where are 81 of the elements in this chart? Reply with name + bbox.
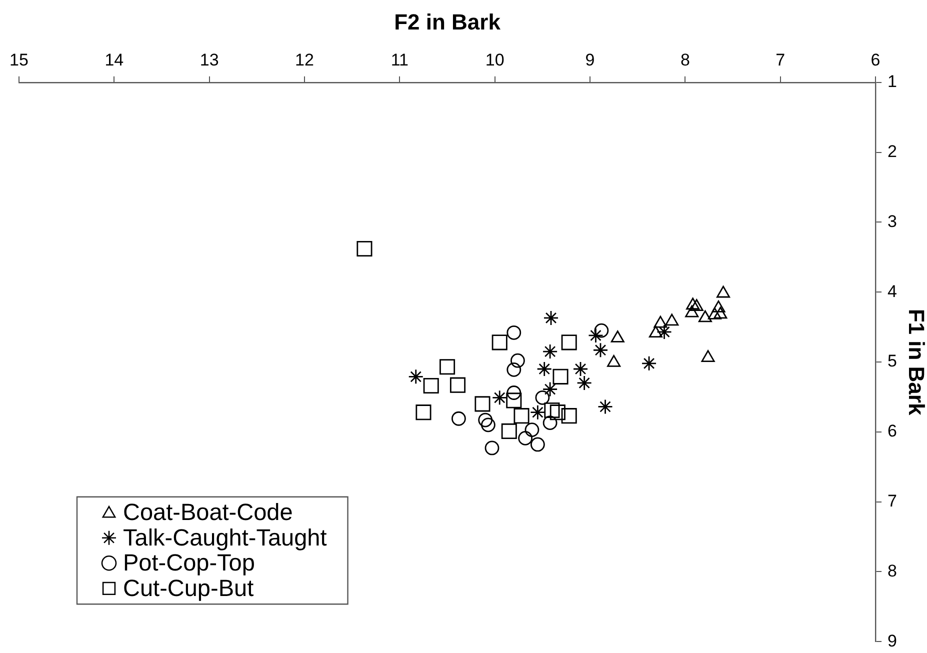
- point: [501, 423, 517, 439]
- point: [535, 390, 550, 405]
- point: [518, 430, 533, 446]
- point: [576, 375, 592, 391]
- point: [685, 305, 699, 318]
- point: [524, 422, 540, 438]
- y-tick-label: 3: [888, 212, 898, 231]
- point: [588, 328, 604, 344]
- point: [506, 392, 522, 408]
- point: [592, 342, 608, 358]
- point: [701, 350, 715, 362]
- point: [510, 353, 525, 368]
- point: [506, 362, 522, 377]
- point: [542, 382, 558, 397]
- point: [598, 399, 613, 414]
- legend-label: Coat-Boat-Code: [123, 499, 293, 526]
- point: [543, 310, 559, 326]
- x-tick-label: 14: [104, 50, 124, 70]
- x-tick-label: 7: [776, 50, 786, 70]
- point: [656, 324, 672, 340]
- y-tick-label: 8: [888, 561, 898, 580]
- x-tick-label: 11: [390, 50, 409, 70]
- point: [641, 356, 657, 372]
- x-tick-label: 9: [585, 50, 595, 70]
- point: [416, 404, 432, 420]
- x-axis-title: F2 in Bark: [394, 9, 502, 34]
- point: [665, 314, 679, 326]
- point: [594, 323, 609, 338]
- point: [572, 361, 588, 377]
- point: [530, 437, 545, 452]
- point: [506, 386, 522, 400]
- point: [408, 368, 424, 384]
- point: [478, 412, 493, 428]
- y-tick-label: 6: [888, 422, 898, 441]
- point: [440, 359, 456, 375]
- point: [550, 404, 566, 420]
- point: [561, 408, 577, 424]
- point: [607, 355, 621, 367]
- point: [648, 326, 662, 338]
- point: [698, 310, 712, 322]
- x-tick-label: 15: [10, 50, 28, 70]
- x-tick-label: 13: [200, 50, 219, 70]
- point: [474, 396, 490, 412]
- point: [561, 334, 577, 350]
- y-tick-label: 9: [888, 631, 898, 650]
- x-tick-label: 8: [680, 50, 690, 70]
- x-tick-label: 12: [295, 50, 314, 70]
- point: [506, 325, 522, 340]
- point: [716, 286, 730, 298]
- point: [450, 377, 466, 393]
- y-tick-label: 2: [888, 142, 898, 161]
- y-tick-label: 4: [888, 282, 898, 301]
- x-tick-label: 10: [485, 50, 504, 70]
- legend-label: Cut-Cup-But: [123, 574, 254, 601]
- y-tick-label: 5: [888, 352, 898, 371]
- point: [480, 418, 496, 432]
- point: [514, 408, 530, 424]
- y-axis-title: F1 in Bark: [904, 308, 927, 416]
- point: [451, 411, 466, 426]
- point: [492, 334, 508, 350]
- point: [654, 316, 668, 328]
- point: [708, 307, 722, 320]
- x-tick-label: 6: [870, 50, 880, 70]
- point: [542, 416, 558, 430]
- y-tick-label: 7: [888, 491, 898, 510]
- point: [552, 368, 568, 384]
- legend-label: Talk-Caught-Taught: [123, 524, 328, 550]
- point: [712, 300, 726, 312]
- point: [610, 330, 624, 342]
- point: [714, 306, 728, 319]
- point: [492, 390, 508, 406]
- point: [484, 440, 500, 456]
- point: [530, 404, 546, 420]
- y-tick-label: 1: [888, 72, 898, 92]
- point: [423, 378, 439, 394]
- point: [536, 361, 552, 377]
- point: [690, 299, 704, 311]
- legend-label: Pot-Cop-Top: [123, 550, 255, 576]
- point: [544, 402, 560, 418]
- point: [686, 298, 700, 310]
- point: [542, 344, 558, 360]
